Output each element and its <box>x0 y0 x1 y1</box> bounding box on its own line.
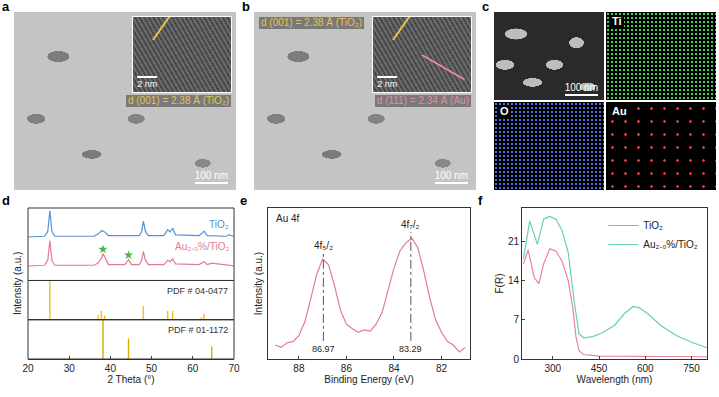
html-text:2 nm: 2 nm <box>137 78 158 89</box>
svg-text:Au₂.₀%/TiO₂: Au₂.₀%/TiO₂ <box>643 239 697 250</box>
svg-text:600: 600 <box>637 363 654 374</box>
svg-text:40: 40 <box>105 363 117 374</box>
svg-text:86: 86 <box>341 363 353 374</box>
html-text:O: O <box>500 105 509 117</box>
svg-text:4f₅/₂: 4f₅/₂ <box>314 240 333 251</box>
html-text:b: b <box>242 0 250 14</box>
svg-text:Intensity (a.u.): Intensity (a.u.) <box>253 252 264 315</box>
svg-text:PDF # 04-0477: PDF # 04-0477 <box>167 286 228 296</box>
svg-text:750: 750 <box>683 363 700 374</box>
svg-text:86.97: 86.97 <box>312 344 335 354</box>
html-text:f: f <box>478 193 483 208</box>
html-text:100 nm: 100 nm <box>434 170 468 181</box>
svg-text:2 Theta (°): 2 Theta (°) <box>107 374 154 385</box>
html-text:d (001) = 2.38 Å (TiO₂): d (001) = 2.38 Å (TiO₂) <box>261 17 363 28</box>
svg-text:88: 88 <box>293 363 305 374</box>
svg-text:300: 300 <box>544 363 561 374</box>
svg-text:83.29: 83.29 <box>399 344 422 354</box>
html-text:d (001) = 2.38 Å (TiO₂): d (001) = 2.38 Å (TiO₂) <box>127 95 229 106</box>
html-text:Ti: Ti <box>612 15 622 27</box>
html-text:100 nm: 100 nm <box>564 82 598 93</box>
html-text:d: d <box>2 193 10 208</box>
svg-text:Au₂.₀%/TiO₂: Au₂.₀%/TiO₂ <box>175 241 229 252</box>
html-text:a: a <box>2 0 10 14</box>
svg-text:0: 0 <box>513 354 519 365</box>
svg-text:70: 70 <box>228 363 240 374</box>
svg-text:14: 14 <box>508 275 520 286</box>
svg-text:21: 21 <box>508 236 520 247</box>
svg-text:PDF # 01-1172: PDF # 01-1172 <box>168 325 228 335</box>
svg-text:7: 7 <box>513 314 519 325</box>
svg-text:60: 60 <box>187 363 199 374</box>
svg-text:Au 4f: Au 4f <box>276 213 300 224</box>
svg-text:50: 50 <box>146 363 158 374</box>
svg-text:84: 84 <box>388 363 400 374</box>
html-text:100 nm: 100 nm <box>194 170 228 181</box>
svg-text:TiO₂: TiO₂ <box>643 220 663 231</box>
svg-text:82: 82 <box>436 363 448 374</box>
svg-text:Intensity (a.u.): Intensity (a.u.) <box>12 252 23 315</box>
html-text:c: c <box>482 0 490 14</box>
svg-text:TiO₂: TiO₂ <box>209 219 229 230</box>
svg-text:30: 30 <box>64 363 76 374</box>
html-text:d (111) = 2.34 Å (Au): d (111) = 2.34 Å (Au) <box>376 95 469 106</box>
svg-text:4f₇/₂: 4f₇/₂ <box>401 219 420 230</box>
html-text:2 nm: 2 nm <box>377 78 398 89</box>
svg-text:Wavelength (nm): Wavelength (nm) <box>577 374 653 385</box>
svg-text:450: 450 <box>591 363 608 374</box>
html-text:e: e <box>240 193 248 208</box>
svg-text:20: 20 <box>22 363 34 374</box>
svg-text:F(R): F(R) <box>494 274 505 294</box>
html-text:Au: Au <box>612 105 627 117</box>
svg-text:Binding Energy (eV): Binding Energy (eV) <box>324 374 414 385</box>
